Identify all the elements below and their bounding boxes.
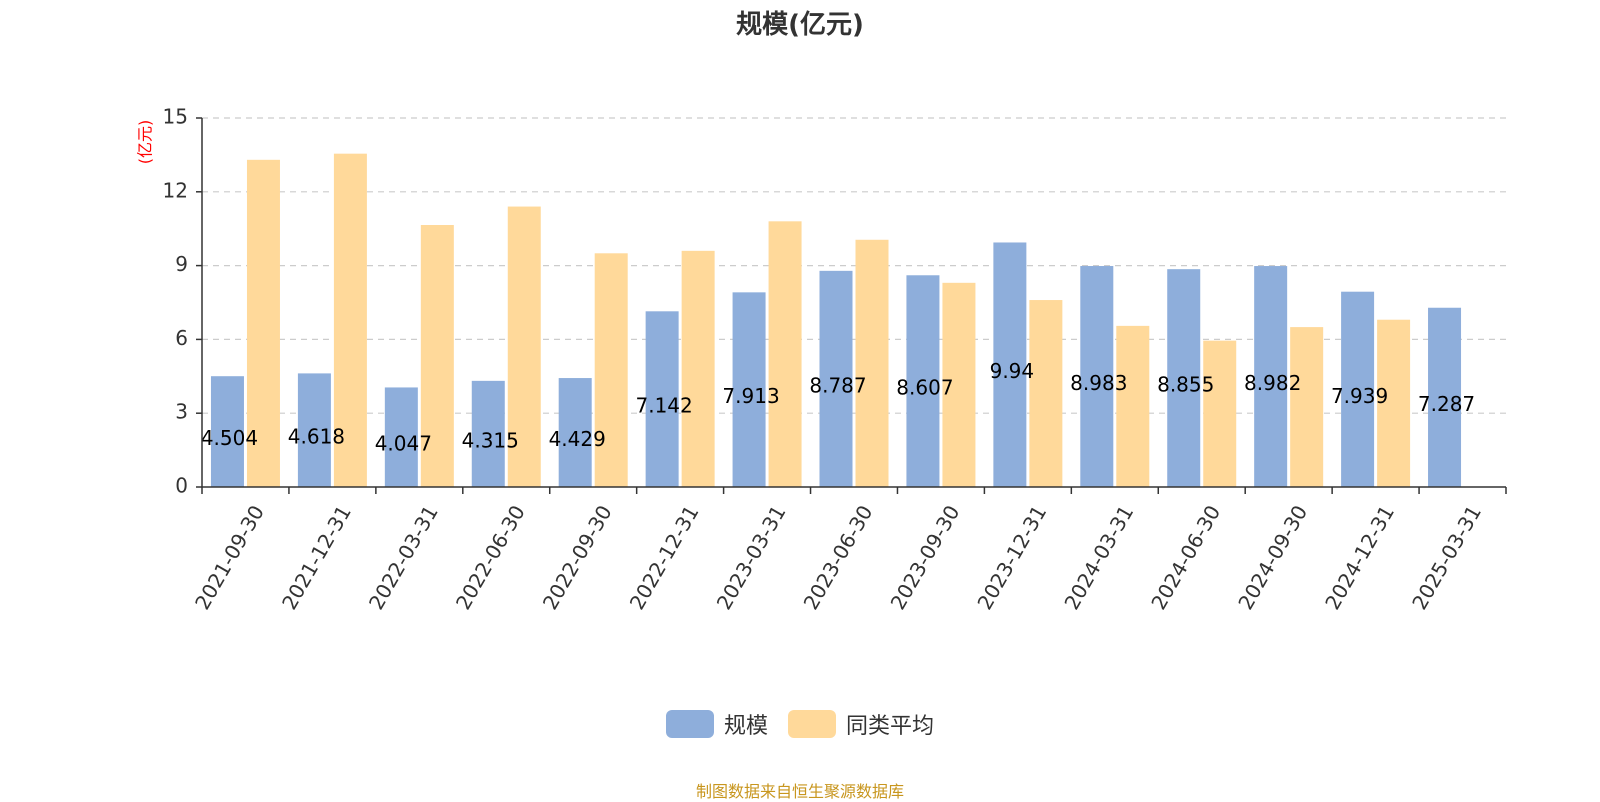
legend-swatch-scale: [665, 710, 714, 738]
legend: 规模 同类平均: [0, 708, 1600, 740]
bar-scale[interactable]: [645, 311, 679, 487]
value-label: 7.287: [1418, 392, 1475, 416]
legend-swatch-peer-average: [788, 710, 836, 738]
x-tick-label: 2021-09-30: [190, 501, 269, 614]
x-tick-label: 2021-12-31: [277, 501, 356, 614]
bar-peer-average[interactable]: [507, 206, 541, 487]
value-label: 8.982: [1244, 371, 1301, 395]
legend-label-scale: 规模: [723, 714, 768, 739]
bar-scale[interactable]: [1080, 266, 1114, 487]
value-label: 4.315: [462, 428, 519, 452]
value-label: 9.94: [990, 359, 1035, 383]
bar-peer-average[interactable]: [1029, 300, 1063, 487]
bar-scale[interactable]: [1341, 291, 1375, 487]
bar-peer-average[interactable]: [1290, 327, 1324, 487]
value-label: 4.618: [288, 425, 345, 449]
legend-item-scale[interactable]: 规模: [665, 708, 768, 740]
value-label: 8.855: [1157, 373, 1214, 397]
bar-peer-average[interactable]: [246, 159, 280, 487]
bar-scale[interactable]: [210, 376, 244, 487]
bar-scale[interactable]: [297, 373, 331, 487]
x-tick-label: 2024-03-31: [1059, 501, 1138, 614]
bar-scale[interactable]: [993, 242, 1027, 487]
source-note: 制图数据来自恒生聚源数据库: [695, 782, 904, 801]
bar-scale[interactable]: [384, 387, 418, 487]
x-tick-label: 2025-03-31: [1407, 501, 1486, 614]
value-labels: 4.504 4.618 4.047 4.315 4.429 7.142 7.913 8.787…: [201, 359, 1475, 455]
value-label: 7.913: [722, 384, 779, 408]
y-tick-label: 0: [175, 474, 188, 498]
bar-peer-average[interactable]: [333, 153, 367, 488]
x-tick-label: 2022-12-31: [625, 501, 704, 614]
value-label: 4.047: [375, 432, 432, 456]
bar-scale[interactable]: [471, 380, 505, 487]
legend-item-peer-average[interactable]: 同类平均: [788, 708, 934, 740]
bar-scale[interactable]: [1254, 266, 1288, 487]
bar-scale[interactable]: [819, 270, 853, 487]
bars: [210, 153, 1462, 488]
y-axis-label: (亿元): [136, 120, 155, 165]
bar-scale[interactable]: [732, 292, 766, 487]
gridlines: [202, 117, 1506, 414]
value-label: 8.983: [1070, 371, 1127, 395]
y-tick-label: 15: [163, 105, 188, 129]
bar-peer-average[interactable]: [768, 221, 802, 487]
x-tick-label: 2024-12-31: [1320, 501, 1399, 614]
value-label: 7.142: [636, 394, 693, 418]
x-tick-label: 2024-06-30: [1146, 501, 1225, 614]
x-tick-label: 2023-03-31: [712, 501, 791, 614]
x-tick-label: 2024-09-30: [1233, 501, 1312, 614]
y-tick-label: 12: [163, 178, 188, 202]
x-tick-label: 2023-12-31: [972, 501, 1051, 614]
y-tick-label: 9: [175, 252, 188, 276]
bar-scale[interactable]: [558, 378, 592, 487]
value-label: 8.787: [809, 373, 866, 397]
value-label: 8.607: [896, 376, 953, 400]
bar-peer-average[interactable]: [420, 225, 454, 487]
chart-title: 规模(亿元): [736, 10, 864, 40]
bar-peer-average[interactable]: [594, 253, 628, 487]
y-tick-label: 6: [175, 326, 188, 350]
y-tick-label: 3: [175, 400, 188, 424]
x-tick-label: 2022-03-31: [364, 501, 443, 614]
bar-peer-average[interactable]: [1116, 325, 1150, 487]
bar-scale[interactable]: [1428, 307, 1462, 487]
bar-peer-average[interactable]: [1377, 319, 1411, 487]
bar-peer-average[interactable]: [942, 282, 976, 487]
legend-label-peer-average: 同类平均: [846, 714, 935, 739]
value-label: 4.504: [201, 426, 258, 450]
bar-scale[interactable]: [906, 275, 940, 487]
bar-scale[interactable]: [1167, 269, 1201, 487]
bar-peer-average[interactable]: [1203, 340, 1237, 487]
x-tick-label: 2023-06-30: [799, 501, 878, 614]
value-label: 7.939: [1331, 384, 1388, 408]
x-tick-label: 2022-06-30: [451, 501, 530, 614]
value-label: 4.429: [549, 427, 606, 451]
bar-peer-average[interactable]: [681, 250, 715, 487]
bar-peer-average[interactable]: [855, 239, 889, 487]
x-tick-label: 2022-09-30: [538, 501, 617, 614]
x-tick-label: 2023-09-30: [886, 501, 965, 614]
